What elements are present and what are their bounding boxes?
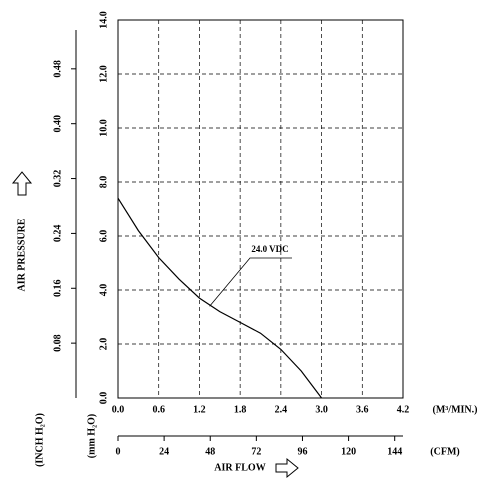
y-tick-label: 6.0 — [98, 230, 109, 243]
annotation-leader — [209, 257, 292, 307]
series-annotation: 24.0 VDC — [251, 244, 288, 254]
data-line — [117, 197, 323, 399]
y-tick-label: 14.0 — [98, 11, 109, 29]
x2-tick-label: 48 — [205, 446, 215, 457]
x-tick-label: 1.8 — [234, 404, 247, 415]
x2-tick-label: 0 — [116, 446, 121, 457]
x-tick-label: 1.2 — [193, 404, 206, 415]
y-tick-label: 0.0 — [98, 392, 109, 405]
y2-tick-label: 0.16 — [52, 280, 63, 298]
y-tick-label: 8.0 — [98, 176, 109, 189]
x-tick-label: 2.4 — [275, 404, 288, 415]
y-tick-label: 10.0 — [98, 119, 109, 137]
y-tick-label: 2.0 — [98, 338, 109, 351]
y-axis-label: AIR PRESSURE — [16, 218, 27, 291]
x2-unit: (CFM) — [430, 446, 459, 457]
y2-tick-label: 0.48 — [52, 60, 63, 78]
x-tick-label: 4.2 — [397, 404, 410, 415]
y2-tick-label: 0.24 — [52, 225, 63, 243]
x2-tick-label: 24 — [159, 446, 169, 457]
x-tick-label: 0.6 — [152, 404, 165, 415]
x-tick-label: 3.6 — [356, 404, 369, 415]
y-unit: (mm H₂O) — [86, 414, 97, 458]
plot-frame — [117, 19, 404, 399]
x2-tick-label: 72 — [251, 446, 261, 457]
right-arrow — [275, 457, 299, 479]
y2-tick-label: 0.08 — [52, 334, 63, 352]
up-arrow — [11, 171, 33, 196]
x2-tick-label: 96 — [297, 446, 307, 457]
x2-tick-label: 144 — [387, 446, 402, 457]
y2-unit: (INCH H₂O) — [34, 413, 45, 467]
x-tick-label: 0.0 — [112, 404, 125, 415]
y2-tick-label: 0.40 — [52, 115, 63, 133]
y-tick-label: 4.0 — [98, 284, 109, 297]
x-axis-label: AIR FLOW — [214, 462, 265, 473]
x2-tick-label: 120 — [341, 446, 356, 457]
x-unit: (M³/MIN.) — [433, 404, 478, 415]
y2-tick-label: 0.32 — [52, 170, 63, 188]
y-tick-label: 12.0 — [98, 65, 109, 83]
x-tick-label: 3.0 — [315, 404, 328, 415]
